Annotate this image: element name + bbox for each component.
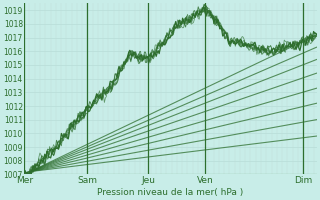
X-axis label: Pression niveau de la mer( hPa ): Pression niveau de la mer( hPa ) (97, 188, 244, 197)
